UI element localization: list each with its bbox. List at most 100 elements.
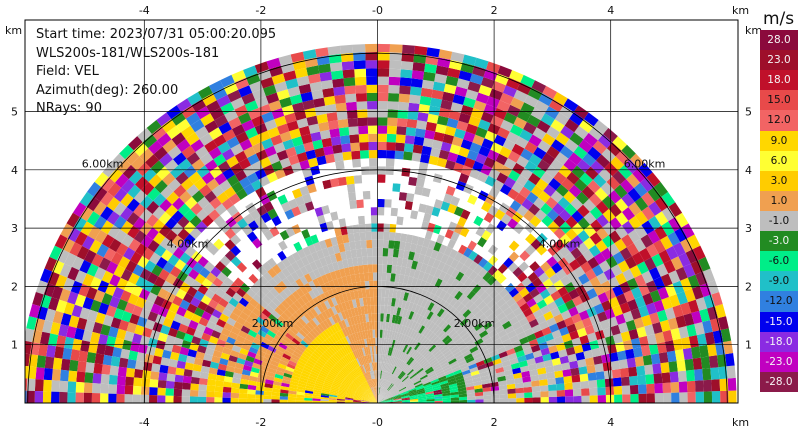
velocity-bin [373, 387, 376, 396]
velocity-bin [315, 47, 329, 58]
velocity-bin [204, 140, 218, 153]
velocity-bin [275, 370, 285, 376]
velocity-bin [369, 388, 374, 396]
velocity-bin [128, 238, 141, 252]
velocity-bin [402, 308, 408, 318]
velocity-bin [453, 162, 464, 173]
velocity-bin [437, 373, 446, 379]
velocity-bin [147, 239, 160, 253]
velocity-bin [293, 170, 305, 181]
velocity-bin [649, 312, 660, 325]
velocity-bin [636, 365, 646, 376]
velocity-bin [433, 268, 442, 279]
velocity-bin [653, 299, 665, 313]
velocity-bin [478, 267, 488, 278]
velocity-bin [387, 347, 392, 356]
velocity-bin [654, 331, 665, 344]
velocity-bin [714, 304, 726, 319]
velocity-bin [450, 170, 462, 181]
velocity-bin [468, 363, 478, 370]
velocity-bin [42, 391, 52, 403]
velocity-bin [410, 374, 419, 381]
velocity-bin [422, 379, 431, 385]
velocity-bin [369, 371, 373, 380]
velocity-bin [492, 80, 506, 93]
velocity-bin [441, 301, 450, 311]
velocity-bin [335, 286, 343, 296]
velocity-bin [298, 380, 307, 386]
velocity-bin [568, 184, 582, 198]
velocity-bin [464, 299, 474, 310]
velocity-bin [454, 128, 466, 140]
velocity-bin [602, 208, 616, 223]
velocity-bin [470, 370, 480, 376]
velocity-bin [389, 60, 402, 70]
velocity-bin [400, 391, 409, 396]
velocity-bin [587, 372, 597, 381]
velocity-bin [403, 151, 413, 161]
velocity-bin [255, 316, 266, 326]
velocity-bin [503, 257, 514, 268]
velocity-bin [477, 278, 487, 288]
velocity-bin [377, 321, 381, 330]
velocity-bin [301, 369, 311, 376]
velocity-bin [222, 307, 233, 318]
velocity-bin [608, 190, 622, 204]
velocity-bin [450, 195, 461, 207]
velocity-bin [401, 300, 407, 309]
velocity-bin [384, 297, 389, 306]
velocity-bin [464, 353, 473, 361]
velocity-bin [198, 317, 209, 327]
velocity-bin [487, 233, 498, 245]
velocity-bin [312, 400, 321, 403]
velocity-bin [349, 325, 355, 334]
velocity-bin [620, 331, 631, 342]
velocity-bin [430, 378, 439, 384]
velocity-bin [246, 316, 256, 326]
velocity-bin [414, 219, 423, 229]
velocity-bin [130, 156, 145, 171]
velocity-bin [428, 155, 439, 166]
velocity-bin [278, 54, 293, 66]
velocity-bin [265, 219, 276, 230]
velocity-bin [74, 231, 88, 246]
velocity-bin [483, 395, 492, 400]
velocity-bin [229, 312, 240, 322]
velocity-bin [320, 283, 328, 293]
velocity-bin [395, 340, 400, 350]
velocity-bin [374, 313, 378, 322]
velocity-bin [426, 274, 434, 284]
velocity-bin [260, 77, 275, 89]
velocity-bin [150, 371, 160, 380]
velocity-bin [443, 367, 453, 374]
velocity-bin [269, 65, 283, 77]
velocity-bin [351, 370, 358, 378]
velocity-bin [382, 379, 386, 388]
velocity-bin [226, 336, 236, 345]
velocity-bin [239, 311, 249, 321]
velocity-bin [313, 224, 322, 235]
velocity-bin [266, 257, 277, 268]
velocity-bin [372, 396, 378, 403]
velocity-bin [349, 291, 356, 300]
velocity-bin [300, 256, 310, 267]
velocity-bin [477, 247, 488, 258]
velocity-bin [378, 370, 380, 379]
velocity-bin [182, 292, 194, 304]
velocity-bin [508, 229, 520, 241]
velocity-bin [621, 207, 635, 221]
velocity-bin [134, 368, 144, 379]
velocity-bin [227, 271, 238, 283]
velocity-bin [417, 169, 427, 180]
velocity-bin [497, 375, 507, 382]
velocity-bin [377, 400, 386, 403]
velocity-bin [345, 396, 354, 399]
velocity-bin [100, 324, 111, 336]
y-tick-label-right: 1 [745, 339, 752, 352]
velocity-bin [224, 186, 236, 199]
velocity-bin [466, 149, 479, 161]
velocity-bin [382, 371, 386, 380]
velocity-bin [353, 232, 361, 242]
velocity-bin [234, 362, 245, 370]
velocity-bin [397, 370, 404, 378]
